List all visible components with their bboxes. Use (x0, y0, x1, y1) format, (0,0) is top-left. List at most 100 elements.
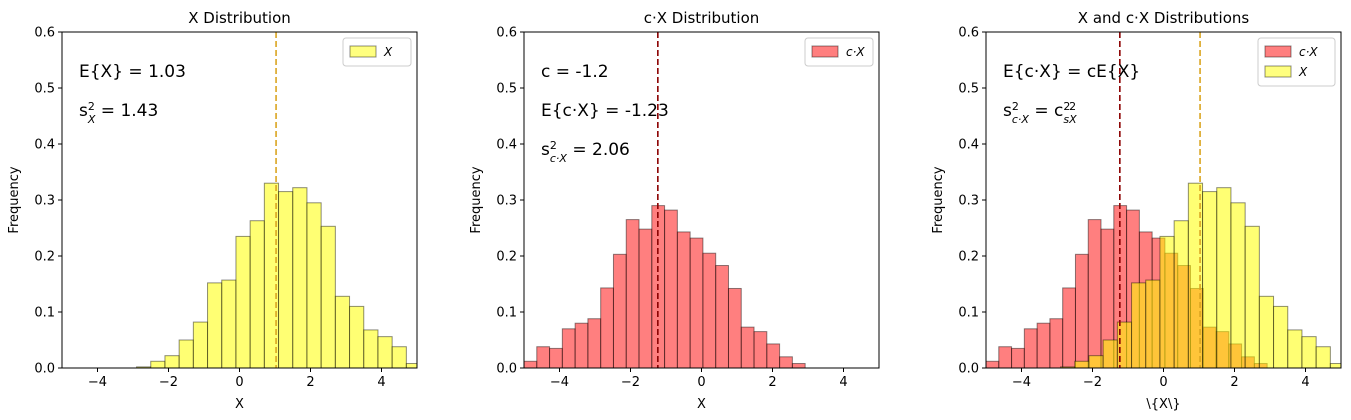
histogram-bar (235, 235, 251, 368)
histogram-bar (278, 191, 294, 368)
legend: c·X X (1257, 37, 1336, 87)
histogram-bar (1131, 282, 1147, 368)
histogram-bar (702, 252, 717, 368)
y-tick-label: 0.1 (496, 306, 517, 321)
histogram-bar (1088, 355, 1104, 368)
histogram-bar (1062, 287, 1076, 368)
stat-annotation: E{c·X} = -1.23 (541, 101, 669, 121)
histogram-bar (1187, 182, 1204, 368)
histogram-bar (1315, 346, 1331, 368)
histogram-bar (1202, 191, 1218, 368)
histogram-bar (1329, 363, 1341, 368)
y-tick-label: 0.6 (958, 26, 979, 41)
histogram-bar (377, 336, 393, 368)
histogram-bar (1074, 360, 1090, 368)
histogram-bar (249, 220, 265, 368)
plot-area (524, 32, 806, 368)
histogram-bar (192, 321, 209, 368)
y-tick-label: 0.1 (34, 306, 55, 321)
series-cx-bars (524, 205, 806, 368)
histogram-bar (536, 346, 551, 368)
histogram-bar (689, 237, 704, 368)
series-x-bars (1060, 182, 1341, 368)
histogram-bar (1036, 322, 1051, 368)
x-axis-label: X (235, 397, 244, 412)
x-tick-label: −2 (1083, 375, 1102, 390)
histogram-bar (405, 363, 417, 368)
histogram-bar (221, 279, 237, 368)
histogram-bar (1216, 187, 1232, 368)
histogram-bar (1287, 329, 1303, 368)
legend-label: c·X (1299, 45, 1318, 59)
histogram-bar (998, 346, 1013, 368)
histogram-bar (561, 328, 576, 368)
y-axis-label: Frequency (469, 166, 484, 233)
histogram-bar (391, 346, 407, 368)
x-tick-label: 4 (1301, 375, 1309, 390)
series-x-bars (136, 182, 417, 368)
x-tick-label: 4 (377, 375, 385, 390)
x-tick-label: −2 (621, 375, 640, 390)
histogram-bar (1023, 328, 1038, 368)
y-tick-label: 0.0 (958, 362, 979, 377)
histogram-bar (676, 231, 691, 368)
panel-cx-distribution: −4 −2 0 2 4 0.0 0.1 0.2 0.3 0.4 0.5 0.6 c·X Distribu… (469, 9, 880, 412)
histogram-bar (753, 331, 768, 368)
histogram-bar (1301, 336, 1317, 368)
histogram-bar (727, 287, 742, 368)
histogram-bar (1258, 295, 1275, 368)
legend-frame (342, 37, 412, 67)
x-tick-label: −4 (550, 375, 569, 390)
histogram-bar (524, 360, 538, 368)
histogram-bar (574, 322, 589, 368)
histogram-bar (306, 202, 322, 368)
histogram-bar (600, 287, 614, 368)
chart-title: X and c·X Distributions (1078, 9, 1250, 27)
histogram-bar (1074, 253, 1089, 368)
y-tick-label: 0.3 (496, 194, 517, 209)
histogram-bar (791, 363, 806, 368)
histogram-bar (549, 347, 563, 368)
histogram-bar (178, 339, 194, 368)
histogram-bar (1011, 347, 1025, 368)
histogram-bar (587, 318, 602, 368)
histogram-bar (625, 219, 640, 368)
plot-area (136, 32, 417, 368)
legend-frame (1257, 37, 1336, 87)
legend-label: X (383, 45, 393, 59)
y-tick-label: 0.6 (34, 26, 55, 41)
histogram-bar (1145, 279, 1161, 368)
x-tick-label: 0 (1159, 375, 1167, 390)
histogram-bar (1102, 339, 1118, 368)
y-tick-label: 0.5 (496, 82, 517, 97)
y-tick-label: 0.5 (34, 82, 55, 97)
histogram-bar (1173, 220, 1189, 368)
histogram-bar (292, 187, 308, 368)
legend-swatch (1264, 65, 1292, 78)
chart-title: X Distribution (188, 9, 291, 27)
legend-frame (804, 37, 874, 67)
stat-annotation: s2 c·X = 2.06 (541, 139, 630, 165)
histogram-bar (349, 305, 365, 368)
y-tick-label: 0.3 (34, 194, 55, 209)
x-tick-label: 4 (839, 375, 847, 390)
histogram-bar (664, 209, 678, 368)
y-tick-label: 0.0 (496, 362, 517, 377)
histogram-bar (363, 329, 379, 368)
x-tick-label: −2 (159, 375, 178, 390)
panel-x-distribution: −4 −2 0 2 4 0.0 0.1 0.2 0.3 0.4 0.5 0.6 X Distributi… (7, 9, 418, 412)
x-axis-label: \{X\} (1146, 397, 1180, 412)
histogram-bar (1244, 225, 1260, 368)
stat-annotation: s2 c·X = c2 s2 X (1003, 100, 1077, 126)
stat-annotation: c = -1.2 (541, 62, 609, 82)
plot-area (986, 32, 1341, 368)
histogram-bar (986, 360, 1000, 368)
y-tick-label: 0.4 (34, 138, 55, 153)
chart-title: c·X Distribution (644, 9, 760, 27)
x-tick-label: −4 (88, 375, 107, 390)
histogram-bar (779, 356, 793, 368)
histogram-bar (1049, 318, 1064, 368)
y-axis-label: Frequency (7, 166, 22, 233)
x-tick-label: 0 (235, 375, 243, 390)
